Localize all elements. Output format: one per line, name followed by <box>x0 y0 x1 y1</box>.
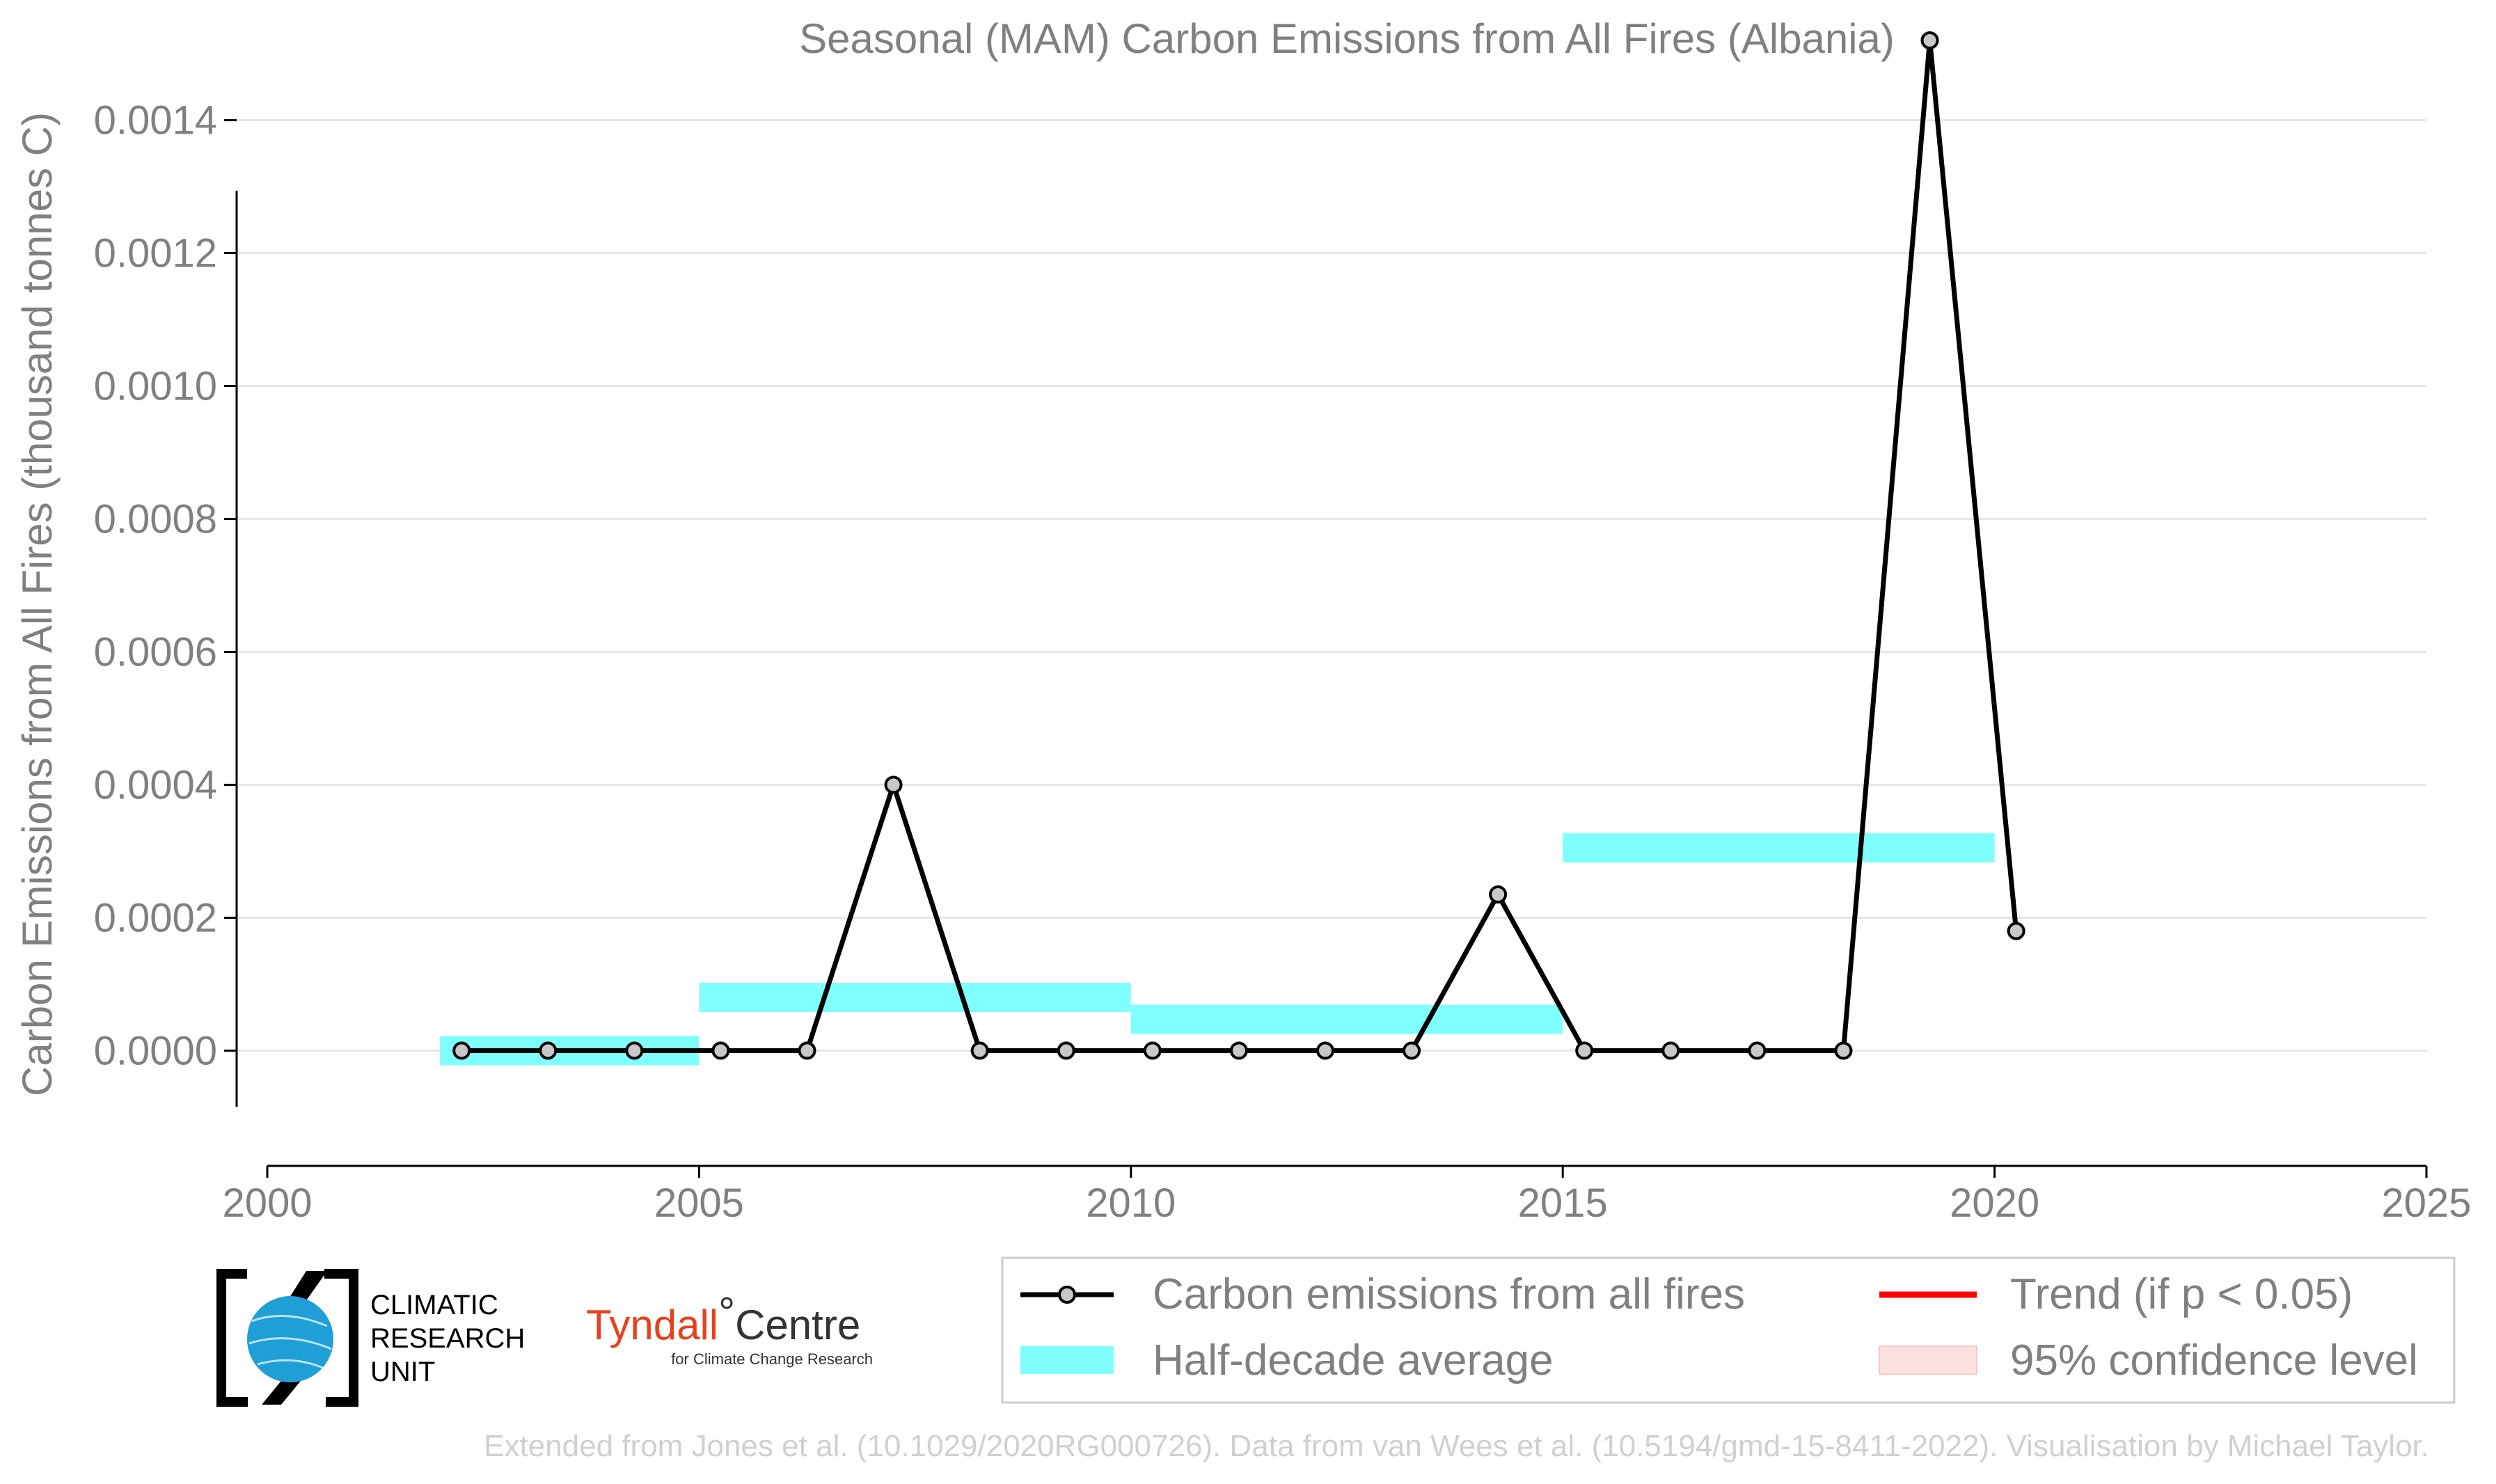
legend-label-half-decade: Half-decade average <box>1153 1336 1554 1384</box>
x-tick-label-4: 2020 <box>1950 1181 2039 1226</box>
tyndall-subtitle: for Climate Change Research <box>671 1350 873 1368</box>
tyndall-wordmark: Tyndall°Centre <box>586 1289 860 1348</box>
data-point-17 <box>1920 31 1939 49</box>
cru-line-1: CLIMATIC <box>370 1290 498 1320</box>
y-ticks: 0.0000 0.0002 0.0004 0.0006 0.0008 0.0010 0.00… <box>94 98 237 1073</box>
y-tick-label-2: 0.0004 <box>94 762 217 807</box>
data-point-5 <box>884 775 903 794</box>
half-decade-band-3 <box>1563 833 1995 863</box>
data-point-9 <box>1229 1041 1248 1060</box>
cru-bracket-right <box>324 1269 358 1407</box>
y-tick-label-4: 0.0008 <box>94 497 217 542</box>
series-line-0 <box>461 40 2019 1053</box>
data-point-14 <box>1661 1041 1680 1060</box>
half-decade-band-1 <box>699 983 1131 1013</box>
cru-globe-swirl <box>248 1315 332 1370</box>
data-point-13 <box>1575 1041 1594 1060</box>
legend: Carbon emissions from all fires Half-dec… <box>1001 1256 2456 1404</box>
cru-bracket-left <box>216 1269 248 1407</box>
axes <box>235 191 2426 1167</box>
y-tick-label-5: 0.0010 <box>94 364 217 409</box>
data-point-15 <box>1748 1041 1767 1060</box>
data-point-0 <box>452 1041 471 1060</box>
data-point-7 <box>1057 1041 1075 1060</box>
data-point-8 <box>1143 1041 1162 1060</box>
x-tick-label-2: 2010 <box>1086 1181 1176 1226</box>
tyndall-logo: Tyndall°Centre for Climate Change Resear… <box>586 1289 873 1368</box>
legend-swatch-confidence <box>1879 1345 1977 1375</box>
cru-logo: CLIMATIC RESEARCH UNIT <box>216 1269 525 1407</box>
tyndall-degree: ° <box>718 1289 735 1336</box>
data-point-11 <box>1403 1041 1421 1060</box>
half-decade-bands <box>440 833 1995 1066</box>
data-point-12 <box>1489 885 1508 904</box>
data-point-4 <box>798 1041 816 1060</box>
legend-swatch-marker <box>1058 1286 1076 1304</box>
tyndall-centre: Centre <box>735 1302 860 1348</box>
cru-line-3: UNIT <box>370 1357 435 1387</box>
legend-label-trend: Trend (if p < 0.05) <box>2010 1270 2353 1318</box>
data-point-3 <box>711 1041 730 1060</box>
half-decade-band-2 <box>1130 1004 1563 1034</box>
data-point-10 <box>1316 1041 1334 1060</box>
y-axis-label: Carbon Emissions from All Fires (thousan… <box>14 112 61 1096</box>
tyndall-main: Tyndall <box>586 1302 718 1348</box>
legend-label-confidence: 95% confidence level <box>2010 1336 2418 1384</box>
legend-box <box>1001 1256 2456 1404</box>
chart-title: Seasonal (MAM) Carbon Emissions from All… <box>799 15 1895 62</box>
data-point-18 <box>2007 922 2025 940</box>
series-emissions <box>452 31 2025 1060</box>
x-tick-label-0: 2000 <box>222 1181 312 1226</box>
credit-line: Extended from Jones et al. (10.1029/2020… <box>484 1429 2429 1463</box>
x-tick-label-5: 2025 <box>2381 1181 2471 1226</box>
x-ticks: 2000 2005 2010 2015 2020 2025 <box>222 1166 2472 1226</box>
x-tick-label-1: 2005 <box>654 1181 744 1226</box>
data-point-2 <box>625 1041 644 1060</box>
x-tick-label-3: 2015 <box>1518 1181 1608 1226</box>
data-point-16 <box>1834 1041 1853 1060</box>
data-point-6 <box>970 1041 989 1060</box>
y-tick-label-7: 0.0014 <box>94 98 217 143</box>
legend-swatch-half-decade <box>1020 1346 1114 1374</box>
y-tick-label-0: 0.0000 <box>94 1028 217 1073</box>
data-point-1 <box>539 1041 558 1060</box>
legend-label-emissions: Carbon emissions from all fires <box>1153 1270 1745 1318</box>
cru-line-2: RESEARCH <box>370 1323 525 1354</box>
y-tick-label-3: 0.0006 <box>94 629 217 674</box>
y-tick-label-6: 0.0012 <box>94 231 217 276</box>
grid <box>237 119 2426 1052</box>
y-tick-label-1: 0.0002 <box>94 895 217 940</box>
